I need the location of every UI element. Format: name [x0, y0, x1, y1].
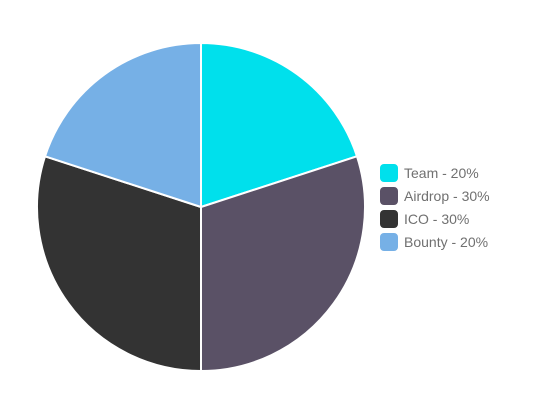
chart-legend: Team - 20% Airdrop - 30% ICO - 30% Bount… — [380, 164, 490, 251]
pie-slice-team[interactable] — [200, 41, 359, 209]
legend-swatch-airdrop — [380, 187, 398, 205]
pie-slice-ico[interactable] — [36, 155, 202, 373]
pie-slice-bounty[interactable] — [43, 41, 202, 209]
legend-label-bounty: Bounty - 20% — [404, 234, 489, 250]
legend-swatch-ico — [380, 210, 398, 228]
legend-item-bounty[interactable]: Bounty - 20% — [380, 233, 490, 251]
legend-label-team: Team - 20% — [404, 165, 479, 181]
legend-item-team[interactable]: Team - 20% — [380, 164, 490, 182]
legend-item-airdrop[interactable]: Airdrop - 30% — [380, 187, 490, 205]
legend-label-airdrop: Airdrop - 30% — [404, 188, 490, 204]
legend-swatch-team — [380, 164, 398, 182]
legend-swatch-bounty — [380, 233, 398, 251]
pie-slice-airdrop[interactable] — [200, 155, 366, 373]
legend-label-ico: ICO - 30% — [404, 211, 470, 227]
legend-item-ico[interactable]: ICO - 30% — [380, 210, 490, 228]
